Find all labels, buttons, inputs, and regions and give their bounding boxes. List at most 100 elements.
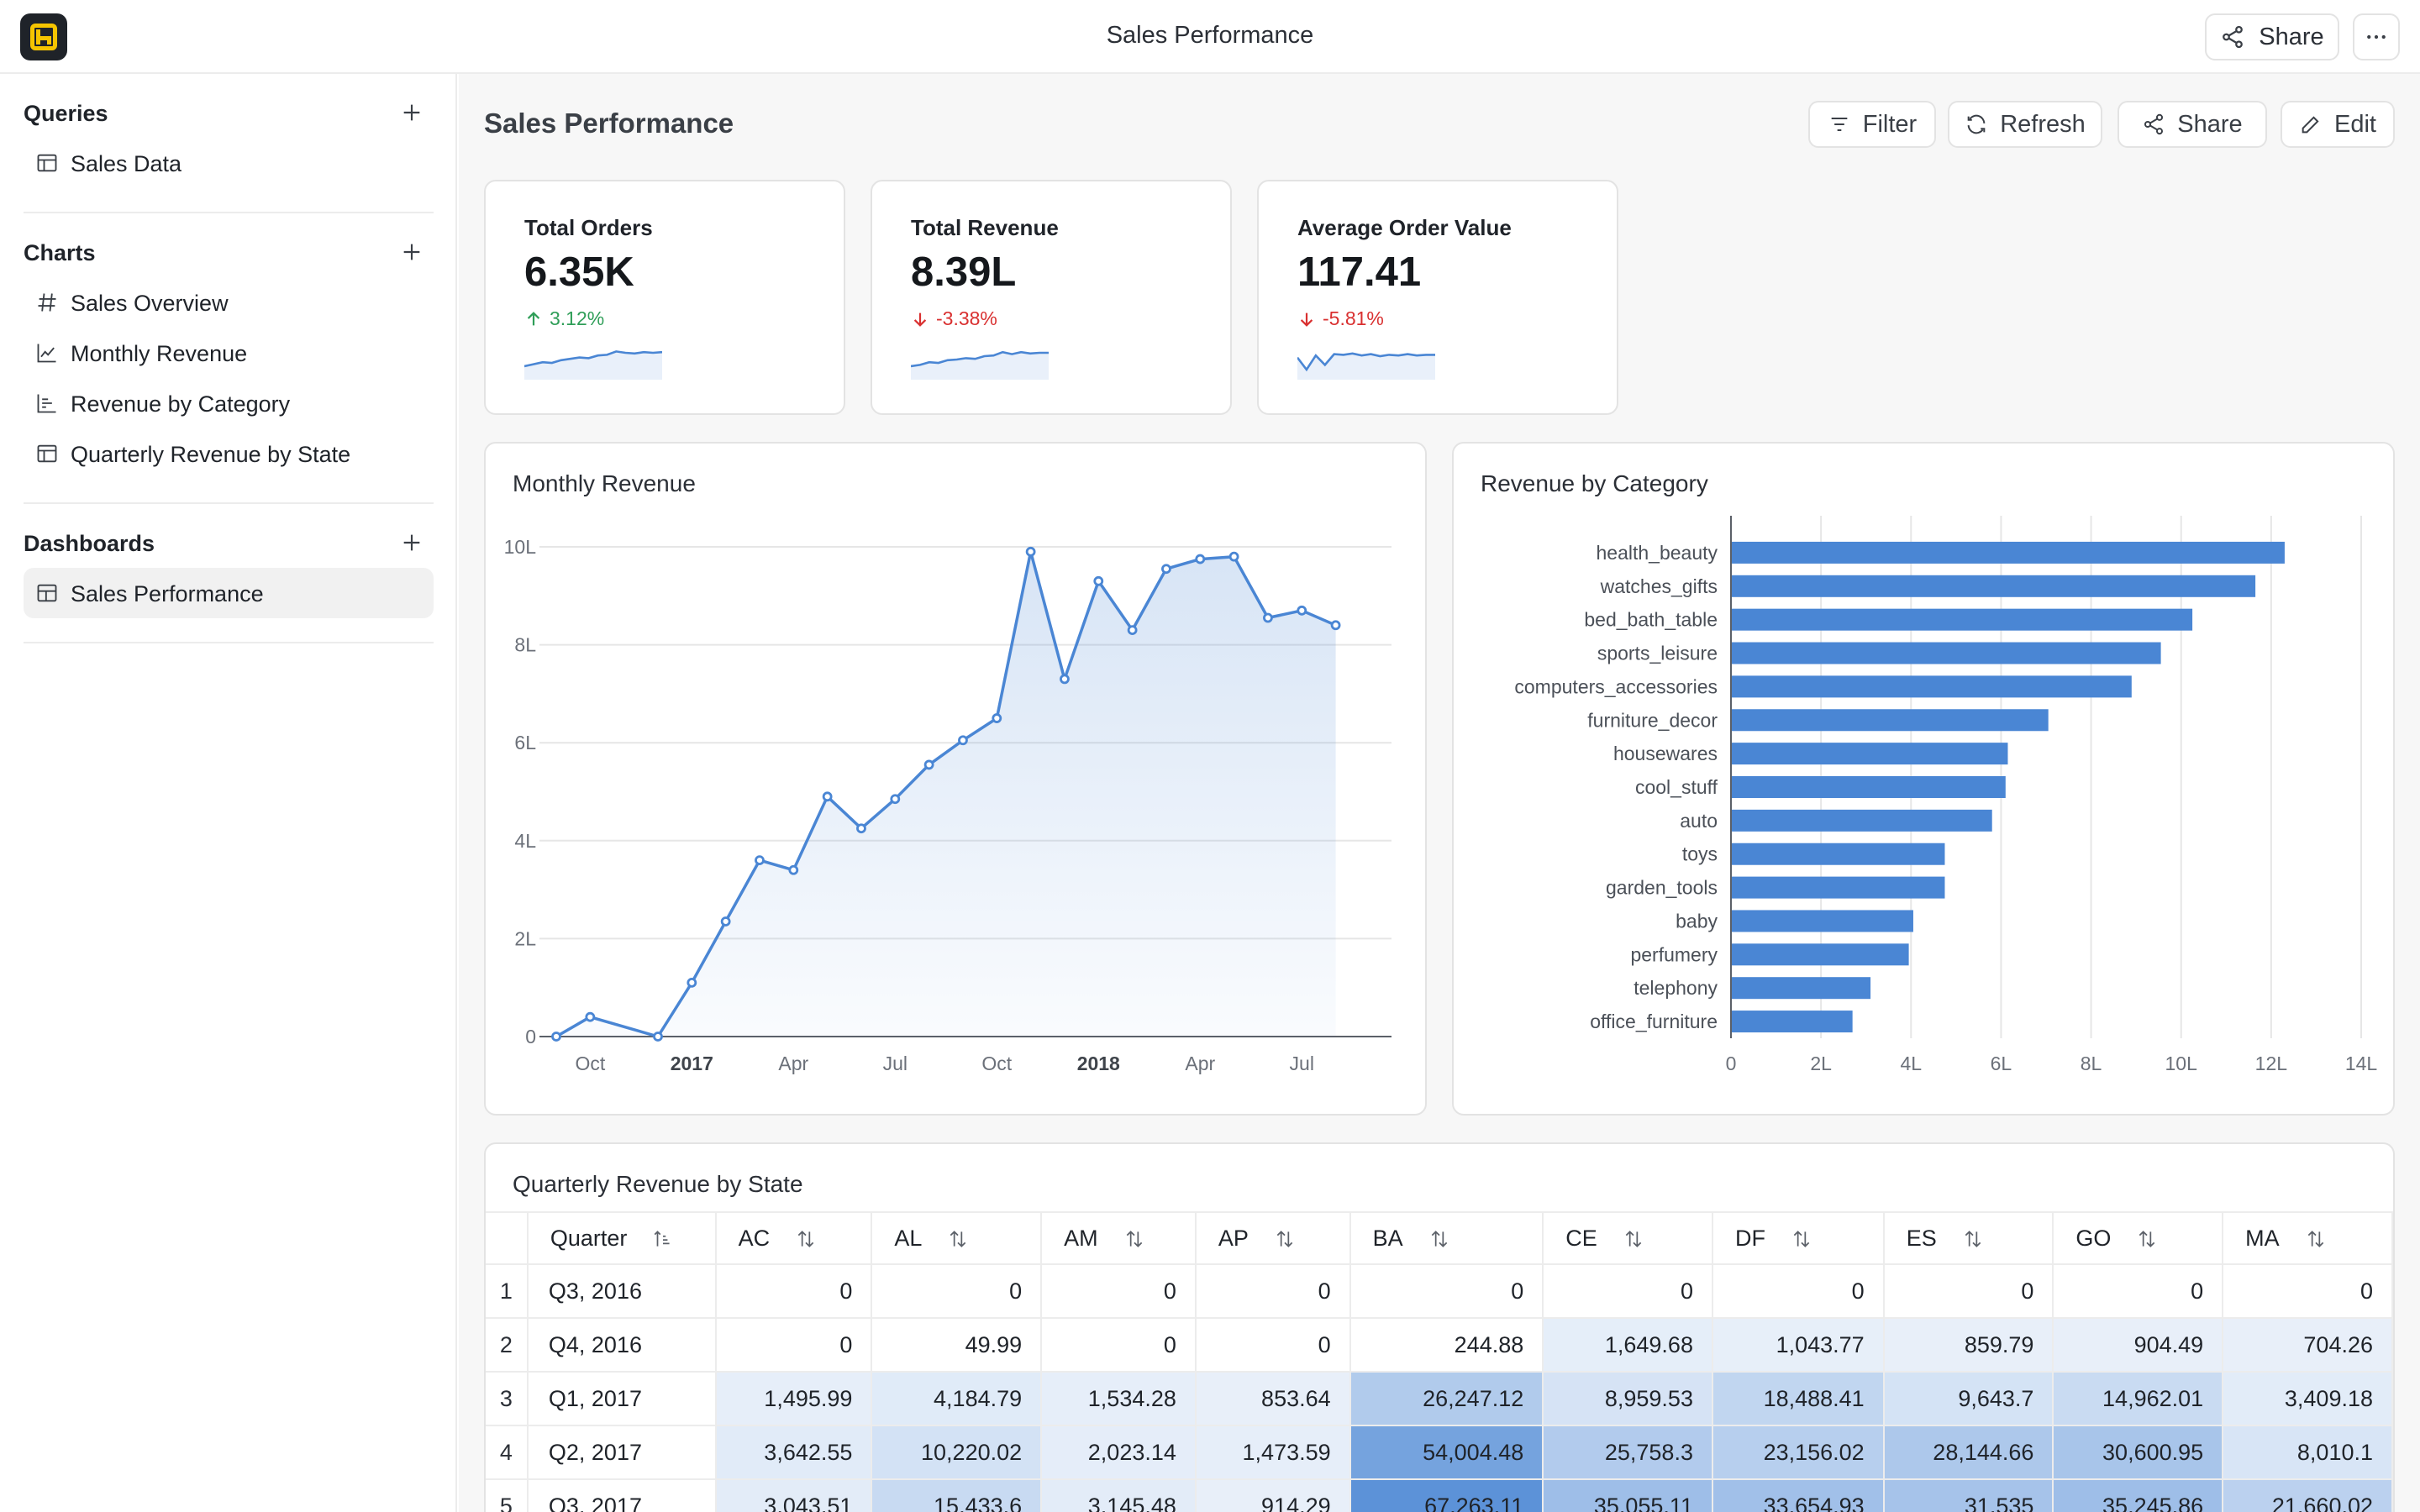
data-point[interactable] — [755, 855, 765, 866]
chart-title: Revenue by Category — [1481, 470, 1708, 496]
data-point[interactable] — [788, 864, 799, 875]
data-point[interactable] — [1195, 554, 1206, 564]
chart-card-monthly-revenue[interactable]: Monthly Revenue 0 2L 4L 6L 8L 10L Oct 2017 Apr Ju… — [484, 442, 1427, 1116]
sidebar-item-sales-overview[interactable]: Sales Overview — [24, 277, 434, 328]
category-bar[interactable] — [1732, 910, 1913, 932]
category-bar[interactable] — [1732, 608, 2193, 631]
data-point[interactable] — [1161, 564, 1171, 575]
data-point[interactable] — [822, 791, 833, 802]
column-header-go[interactable]: GO — [2053, 1211, 2224, 1265]
category-bar[interactable] — [1732, 977, 1871, 1000]
category-bar[interactable] — [1732, 675, 2132, 698]
category-label: health_beauty — [1596, 542, 1718, 564]
sidebar-item-revenue-by-category[interactable]: Revenue by Category — [24, 378, 434, 428]
table-row[interactable]: 5 Q3, 2017 3,043.51 15,433.6 3,145.48 914.29 6… — [486, 1479, 2393, 1512]
add-chart-plus-icon[interactable] — [398, 239, 425, 265]
data-point[interactable] — [720, 916, 731, 927]
category-bar[interactable] — [1732, 943, 1909, 966]
data-point[interactable] — [1297, 605, 1307, 616]
sort-icon[interactable] — [1791, 1228, 1812, 1250]
sort-icon[interactable] — [2305, 1228, 2327, 1250]
value-cell: 3,642.55 — [715, 1425, 873, 1480]
column-header-label: BA — [1372, 1226, 1403, 1252]
column-header-am[interactable]: AM — [1041, 1211, 1197, 1265]
category-bar[interactable] — [1732, 1011, 1853, 1033]
category-bar[interactable] — [1732, 776, 2006, 798]
sidebar-section-queries: Queries Sales Data — [24, 91, 434, 188]
data-point[interactable] — [1228, 551, 1239, 562]
add-dashboard-plus-icon[interactable] — [398, 529, 425, 556]
column-header-ba[interactable]: BA — [1349, 1211, 1544, 1265]
sort-icon[interactable] — [2136, 1228, 2158, 1250]
column-header-quarter[interactable]: Quarter — [527, 1211, 717, 1265]
more-options-button[interactable] — [2353, 13, 2400, 60]
column-header-ma[interactable]: MA — [2223, 1211, 2393, 1265]
category-bar[interactable] — [1732, 575, 2256, 597]
refresh-button[interactable]: Refresh — [1948, 101, 2102, 148]
category-bar[interactable] — [1732, 642, 2161, 664]
filter-button[interactable]: Filter — [1808, 101, 1936, 148]
data-point[interactable] — [1330, 620, 1341, 631]
quarter-cell: Q3, 2016 — [527, 1264, 717, 1319]
column-header-label: AL — [894, 1226, 923, 1252]
sort-icon[interactable] — [795, 1228, 817, 1250]
sidebar-item-sales-data[interactable]: Sales Data — [24, 138, 434, 188]
category-bar[interactable] — [1732, 876, 1945, 899]
column-header-es[interactable]: ES — [1883, 1211, 2054, 1265]
category-bar[interactable] — [1732, 541, 2285, 564]
column-header-ce[interactable]: CE — [1543, 1211, 1713, 1265]
sort-icon[interactable] — [1123, 1228, 1145, 1250]
sidebar-item-label: Monthly Revenue — [71, 341, 248, 366]
edit-button[interactable]: Edit — [2281, 101, 2395, 148]
data-point[interactable] — [1060, 674, 1070, 685]
category-bar[interactable] — [1732, 809, 1992, 832]
column-header-label: CE — [1565, 1226, 1597, 1252]
sort-icon[interactable] — [1274, 1228, 1296, 1250]
data-point[interactable] — [585, 1011, 596, 1022]
column-header-al[interactable]: AL — [871, 1211, 1043, 1265]
data-point[interactable] — [1093, 575, 1104, 586]
add-query-plus-icon[interactable] — [398, 99, 425, 126]
sort-icon[interactable] — [1428, 1228, 1450, 1250]
column-header-label: ES — [1906, 1226, 1937, 1252]
data-point[interactable] — [687, 977, 697, 988]
table-row[interactable]: 2 Q4, 2016 0 49.99 0 0 244.88 1,649.68 1,043.77 8… — [486, 1318, 2393, 1373]
top-share-button[interactable]: Share — [2205, 13, 2339, 60]
sidebar-item-quarterly-revenue-by-state[interactable]: Quarterly Revenue by State — [24, 428, 434, 479]
data-point[interactable] — [890, 794, 901, 805]
kpi-card-total-orders[interactable]: Total Orders 6.35K 3.12% — [484, 180, 845, 415]
sort-icon[interactable] — [1623, 1228, 1644, 1250]
data-point[interactable] — [923, 759, 934, 770]
column-header-df[interactable]: DF — [1712, 1211, 1885, 1265]
sort-icon[interactable] — [1962, 1228, 1984, 1250]
column-header-ac[interactable]: AC — [715, 1211, 873, 1265]
data-point[interactable] — [856, 823, 866, 834]
sort-icon[interactable] — [947, 1228, 969, 1250]
column-header-ap[interactable]: AP — [1195, 1211, 1351, 1265]
data-point[interactable] — [1263, 612, 1273, 623]
data-point[interactable] — [1127, 625, 1138, 636]
sidebar-item-sales-performance[interactable]: Sales Performance — [24, 568, 434, 618]
kpi-card-total-revenue[interactable]: Total Revenue 8.39L -3.38% — [871, 180, 1232, 415]
app-logo-icon[interactable] — [20, 13, 67, 60]
data-point[interactable] — [958, 735, 968, 746]
sidebar-item-monthly-revenue[interactable]: Monthly Revenue — [24, 328, 434, 378]
table-row[interactable]: 1 Q3, 2016 0 0 0 0 0 0 0 0 0 0 — [486, 1264, 2393, 1319]
table-card-quarterly-revenue-by-state[interactable]: Quarterly Revenue by State Quarter AC AL… — [484, 1142, 2395, 1512]
kpi-card-average-order-value[interactable]: Average Order Value 117.41 -5.81% — [1257, 180, 1618, 415]
table-row[interactable]: 4 Q2, 2017 3,642.55 10,220.02 2,023.14 1,473.… — [486, 1425, 2393, 1480]
chart-card-revenue-by-category[interactable]: Revenue by Category 0 2L 4L 6L 8L 10L 12L 14L he… — [1452, 442, 2395, 1116]
share-button[interactable]: Share — [2118, 101, 2267, 148]
data-point[interactable] — [1025, 546, 1036, 557]
data-point[interactable] — [551, 1032, 561, 1042]
data-point[interactable] — [653, 1032, 663, 1042]
value-cell: 3,145.48 — [1041, 1479, 1197, 1512]
sort-ascending-icon[interactable] — [652, 1228, 674, 1250]
sidebar: Queries Sales Data Charts Sales Overview… — [0, 74, 457, 1512]
table-row[interactable]: 3 Q1, 2017 1,495.99 4,184.79 1,534.28 853.64 2… — [486, 1372, 2393, 1426]
data-point[interactable] — [992, 713, 1002, 723]
category-bar[interactable] — [1732, 743, 2008, 765]
category-bar[interactable] — [1732, 843, 1945, 865]
row-index: 5 — [486, 1479, 529, 1512]
category-bar[interactable] — [1732, 709, 2049, 732]
